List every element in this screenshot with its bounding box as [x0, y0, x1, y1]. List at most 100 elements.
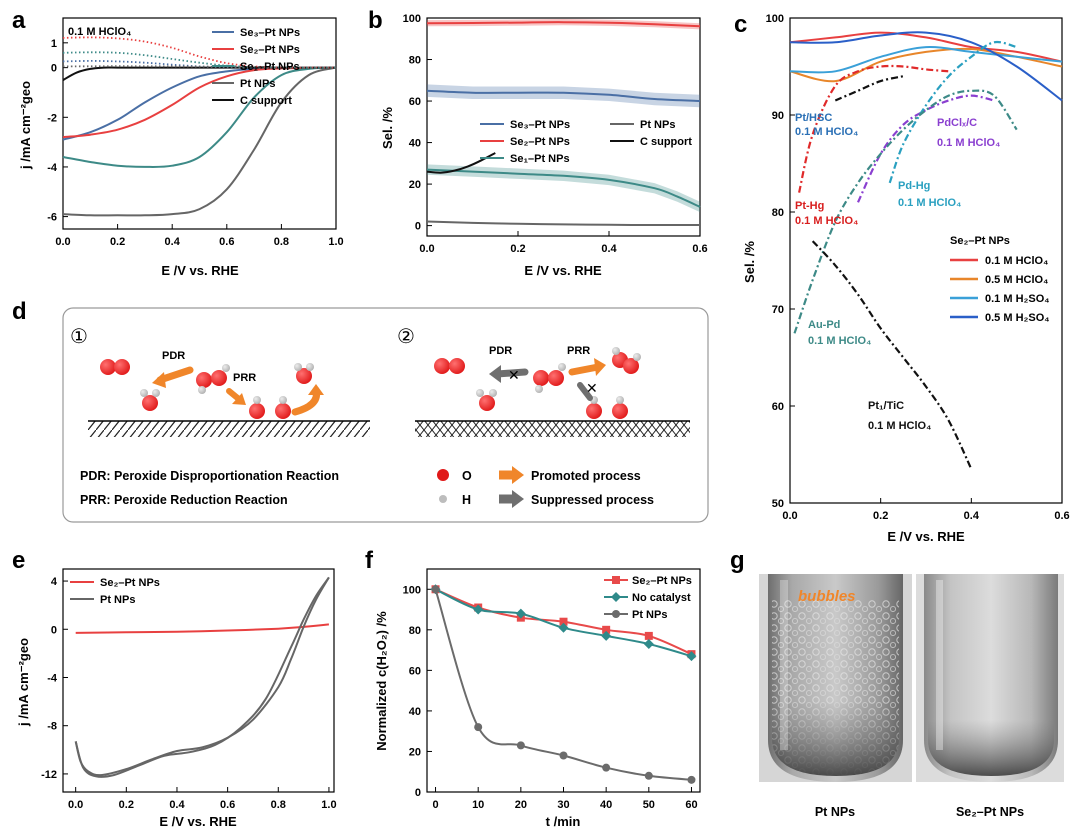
y-axis-label-a: j /mA cm⁻²geo	[18, 81, 33, 170]
y-tick-label: 20	[409, 746, 421, 758]
series-line-pt-nps-anodic-scan-	[74, 576, 330, 778]
x-tick-label: 10	[472, 799, 484, 811]
plot-frame-a	[62, 17, 337, 230]
legend-a: Se₃–Pt NPs Se₂–Pt NPs Se₁–Pt NPs Pt NPs …	[212, 27, 300, 107]
x-tick-label: 0.2	[510, 243, 525, 255]
y-tick-label: 0	[51, 63, 57, 75]
x-tick-label: 1.0	[328, 236, 343, 248]
series-line-pt-nps-disk-	[62, 66, 337, 217]
suppressed-arrow	[493, 368, 529, 378]
series-line-se1-pt-nps-disk-	[62, 66, 337, 168]
annotations-c: Pt/HSC 0.1 M HClO₄ PdClₓ/C 0.1 M HClO₄ P…	[795, 112, 1000, 432]
series-line-se3-pt-nps-ring-	[62, 59, 337, 69]
legend-f-pt: Pt NPs	[632, 609, 667, 621]
series-line-c-support	[426, 152, 496, 174]
data-point-pt-nps	[644, 771, 653, 780]
caption-pt-nps: Pt NPs	[815, 805, 855, 819]
definition-prr: PRR: Peroxide Reduction Reaction	[80, 493, 288, 507]
y-tick-label: 50	[772, 498, 784, 510]
series-line-se1-pt-nps	[426, 168, 701, 208]
panel-label-c: c	[734, 11, 747, 38]
series-line-se3-pt-nps	[426, 89, 701, 102]
x-tick-label: 0.6	[220, 799, 235, 811]
series-line-se2-pt-nps-0-1-m-h2so4	[789, 46, 1063, 74]
axis-ticks-b: 0.0 0.2 0.4 0.6 100 80 60 40 20 0	[403, 13, 708, 255]
data-point-no-catalyst	[643, 639, 654, 650]
error-band-se3-pt-nps	[427, 84, 700, 108]
panel-label-b: b	[368, 7, 383, 34]
x-tick-label: 0.4	[964, 510, 980, 522]
ann-pthsc-name: Pt/HSC	[795, 112, 832, 124]
series-lines-e	[74, 576, 330, 778]
ann-pdcl-cond: 0.1 M HClO₄	[937, 137, 1000, 149]
data-point-no-catalyst	[686, 651, 697, 662]
legend-c-entry-1: 0.1 M HClO₄	[985, 255, 1048, 267]
y-tick-label: 90	[772, 110, 784, 122]
y-tick-label: 0	[415, 221, 421, 233]
series-lines-f	[430, 584, 697, 784]
label-prr-1: PRR	[233, 372, 256, 384]
series-line-au-pd	[793, 89, 1018, 334]
y-tick-label: -6	[47, 212, 57, 224]
surface-crosshatched	[415, 421, 690, 437]
series-line-se2-pt-nps-0-1-m-hclo4	[789, 31, 1063, 63]
svg-text:✕: ✕	[508, 368, 520, 384]
x-tick-label: 0.0	[55, 236, 70, 248]
x-axis-label-a: E /V vs. RHE	[161, 263, 239, 278]
x-axis-label-c: E /V vs. RHE	[887, 529, 965, 544]
data-point-pt-nps	[602, 763, 611, 772]
y-tick-label: 1	[51, 38, 57, 50]
legend-c-entry-2: 0.5 M HClO₄	[985, 274, 1048, 286]
y-tick-label: -2	[47, 112, 57, 124]
data-point-pt-nps	[474, 723, 483, 732]
x-tick-label: 1.0	[321, 799, 336, 811]
plot-frame-e	[62, 568, 335, 793]
plot-frame-b	[426, 17, 701, 237]
x-tick-label: 0.4	[165, 236, 181, 248]
legend-b-se3: Se₃–Pt NPs	[510, 119, 570, 131]
legend-entry-se3: Se₃–Pt NPs	[240, 27, 300, 39]
data-point-se2-pt-nps	[559, 617, 568, 626]
legend-b-se2: Se₂–Pt NPs	[510, 136, 570, 148]
axis-ticks-c: 0.0 0.2 0.4 0.6 100 90 80 70 60 50	[766, 13, 1070, 522]
series-line-pt-hsc	[834, 75, 904, 102]
x-tick-label: 0.0	[782, 510, 797, 522]
y-tick-label: 100	[403, 13, 421, 25]
ann-aupd-name: Au-Pd	[808, 319, 840, 331]
series-line-se2-pt-nps-0-5-m-h2so4	[789, 31, 1063, 102]
y-tick-label: 80	[409, 625, 421, 637]
y-tick-label: -4	[47, 162, 58, 174]
legend-b-csupport: C support	[640, 136, 692, 148]
series-line-pt-hg	[798, 64, 949, 193]
scheme-2: ✕ ✕ PDR PRR	[415, 345, 690, 437]
y-tick-label: -12	[41, 769, 57, 781]
oxygen-key-icon	[437, 469, 449, 481]
legend-f-nocat: No catalyst	[632, 592, 691, 604]
key-h: H	[462, 493, 471, 507]
legend-f: Se₂–Pt NPs No catalyst Pt NPs	[604, 575, 692, 621]
y-tick-label: 80	[772, 207, 784, 219]
series-line-pdclx-c	[857, 94, 995, 203]
legend-e: Se₂–Pt NPs Pt NPs	[70, 577, 160, 606]
svg-text:✕: ✕	[586, 381, 598, 397]
error-band-se1-pt-nps	[427, 164, 700, 213]
photo-se2-pt-nps-tube	[916, 574, 1064, 782]
legend-c-entry-3: 0.1 M H₂SO₄	[985, 293, 1050, 305]
legend-e-pt: Pt NPs	[100, 594, 135, 606]
y-axis-label-c: Sel. /%	[742, 241, 757, 283]
y-tick-label: 40	[409, 138, 421, 150]
panel-label-d: d	[12, 298, 27, 325]
x-tick-label: 0.6	[692, 243, 707, 255]
panel-c: c 0.0 0.2 0.4 0.6 100 90 80 70 60 50 E /V vs. RHE…	[734, 11, 1070, 544]
series-lines-c	[789, 31, 1063, 470]
scheme-box	[62, 307, 709, 523]
caption-se2-pt-nps: Se₂–Pt NPs	[956, 805, 1024, 819]
legend-b-pt: Pt NPs	[640, 119, 675, 131]
hydrogen-key-icon	[439, 495, 447, 503]
axis-ticks-a: 0.0 0.2 0.4 0.6 0.8 1.0 1 0 -2 -4 -6	[47, 38, 343, 248]
y-tick-label: 100	[403, 584, 421, 596]
bubbles-label: bubbles	[798, 588, 856, 605]
data-point-no-catalyst	[601, 630, 612, 641]
x-axis-label-e: E /V vs. RHE	[159, 814, 237, 829]
